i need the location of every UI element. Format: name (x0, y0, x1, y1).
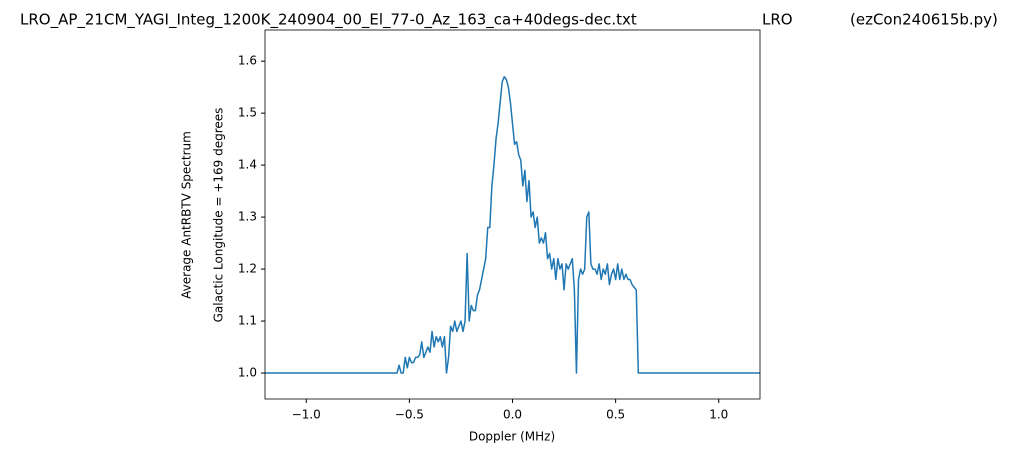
x-tick-label: 1.0 (709, 408, 728, 422)
chart-title-middle: LRO (762, 11, 793, 29)
x-tick-label: 0.0 (503, 408, 522, 422)
x-tick-label: −0.5 (395, 408, 424, 422)
y-tick-label: 1.3 (238, 210, 257, 224)
y-tick-label: 1.0 (238, 366, 257, 380)
y-axis-label: Average AntRBTV Spectrum (180, 131, 194, 299)
x-axis-label: Doppler (MHz) (469, 430, 555, 444)
y-tick-label: 1.4 (238, 158, 257, 172)
y-axis-label: Galactic Longitude = +169 degrees (212, 108, 226, 323)
y-tick-label: 1.5 (238, 106, 257, 120)
x-tick-label: −1.0 (292, 408, 321, 422)
y-tick-label: 1.2 (238, 262, 257, 276)
y-tick-label: 1.1 (238, 314, 257, 328)
plot-frame (264, 29, 761, 400)
x-tick-label: 0.5 (606, 408, 625, 422)
y-tick-label: 1.6 (238, 54, 257, 68)
chart-title: LRO_AP_21CM_YAGI_Integ_1200K_240904_00_E… (20, 11, 637, 30)
data-line (265, 76, 760, 374)
chart-title-right: (ezCon240615b.py) (850, 11, 998, 29)
